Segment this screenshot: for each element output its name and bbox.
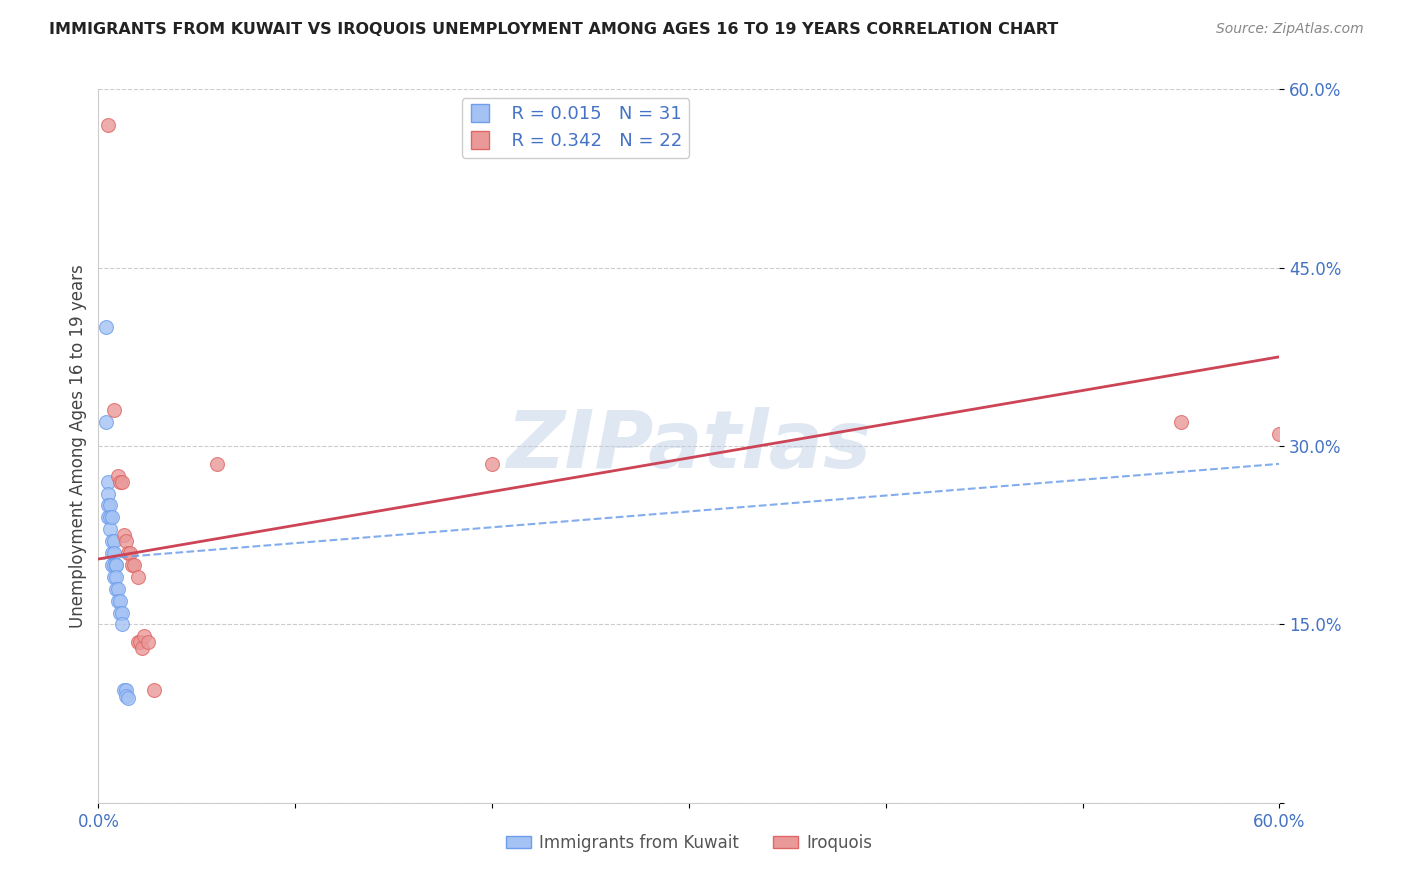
Point — [105, 570, 128, 584]
Point — [136, 635, 159, 649]
Point — [105, 558, 128, 572]
Point — [107, 468, 129, 483]
Point — [122, 558, 145, 572]
Point — [101, 510, 124, 524]
Point — [98, 499, 121, 513]
Point — [96, 320, 118, 334]
Point — [97, 118, 120, 132]
Point — [97, 499, 120, 513]
Point — [115, 534, 138, 549]
Point — [108, 593, 131, 607]
Point — [128, 635, 150, 649]
Y-axis label: Unemployment Among Ages 16 to 19 years: Unemployment Among Ages 16 to 19 years — [69, 264, 87, 628]
Point — [115, 682, 138, 697]
Point — [111, 617, 134, 632]
Point — [107, 582, 129, 596]
Point — [97, 475, 120, 489]
Legend: Immigrants from Kuwait, Iroquois: Immigrants from Kuwait, Iroquois — [499, 828, 879, 859]
Point — [98, 510, 121, 524]
Point — [115, 689, 138, 703]
Point — [111, 475, 134, 489]
Point — [103, 403, 125, 417]
Point — [108, 606, 131, 620]
Point — [121, 558, 143, 572]
Point — [118, 546, 141, 560]
Point — [132, 629, 155, 643]
Point — [105, 582, 128, 596]
Point — [105, 558, 128, 572]
Point — [103, 534, 125, 549]
Point — [127, 570, 149, 584]
Text: IMMIGRANTS FROM KUWAIT VS IROQUOIS UNEMPLOYMENT AMONG AGES 16 TO 19 YEARS CORREL: IMMIGRANTS FROM KUWAIT VS IROQUOIS UNEMP… — [49, 22, 1059, 37]
Point — [142, 682, 165, 697]
Point — [127, 635, 149, 649]
Point — [108, 475, 131, 489]
Point — [97, 510, 120, 524]
Point — [107, 593, 129, 607]
Point — [1268, 427, 1291, 442]
Point — [103, 570, 125, 584]
Point — [117, 546, 139, 560]
Text: ZIPatlas: ZIPatlas — [506, 407, 872, 485]
Point — [112, 528, 135, 542]
Point — [131, 641, 153, 656]
Point — [111, 606, 134, 620]
Point — [101, 546, 124, 560]
Point — [205, 457, 228, 471]
Point — [101, 534, 124, 549]
Point — [481, 457, 503, 471]
Point — [98, 522, 121, 536]
Point — [97, 486, 120, 500]
Point — [103, 546, 125, 560]
Point — [101, 558, 124, 572]
Point — [96, 415, 118, 429]
Text: Source: ZipAtlas.com: Source: ZipAtlas.com — [1216, 22, 1364, 37]
Point — [1170, 415, 1192, 429]
Point — [103, 558, 125, 572]
Point — [112, 682, 135, 697]
Point — [117, 691, 139, 706]
